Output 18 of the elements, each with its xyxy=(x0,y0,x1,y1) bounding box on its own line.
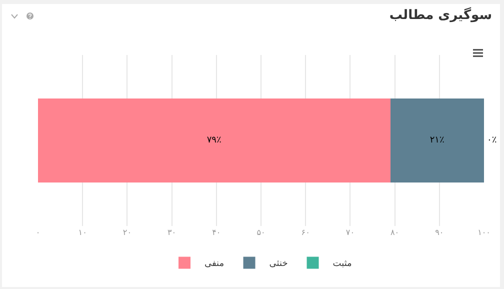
chart-title: سوگیری مطالب xyxy=(389,8,492,23)
x-tick-label: ۴۰ xyxy=(212,228,221,237)
x-tick-label: ۹۰ xyxy=(435,228,444,237)
x-tick-label: ۱۰ xyxy=(78,228,87,237)
x-tick-label: ۵۰ xyxy=(256,228,266,237)
legend-label: منفی xyxy=(204,259,224,270)
x-tick-label: ۷۰ xyxy=(346,228,354,237)
x-tick-label: ۸۰ xyxy=(390,228,400,237)
x-tick-label: ۰ xyxy=(36,228,40,237)
x-tick-label: ۶۰ xyxy=(301,228,310,237)
x-tick-label: ۱۰۰ xyxy=(478,228,490,237)
data-label: ۷۹٪ xyxy=(206,136,222,146)
x-tick-label: ۲۰ xyxy=(122,228,132,237)
data-label: ۲۱٪ xyxy=(430,136,445,146)
legend-label: مثبت xyxy=(332,259,352,270)
data-label: ۰٪ xyxy=(487,136,497,146)
legend-label: خنثی xyxy=(269,259,288,270)
x-tick-label: ۳۰ xyxy=(168,228,176,237)
